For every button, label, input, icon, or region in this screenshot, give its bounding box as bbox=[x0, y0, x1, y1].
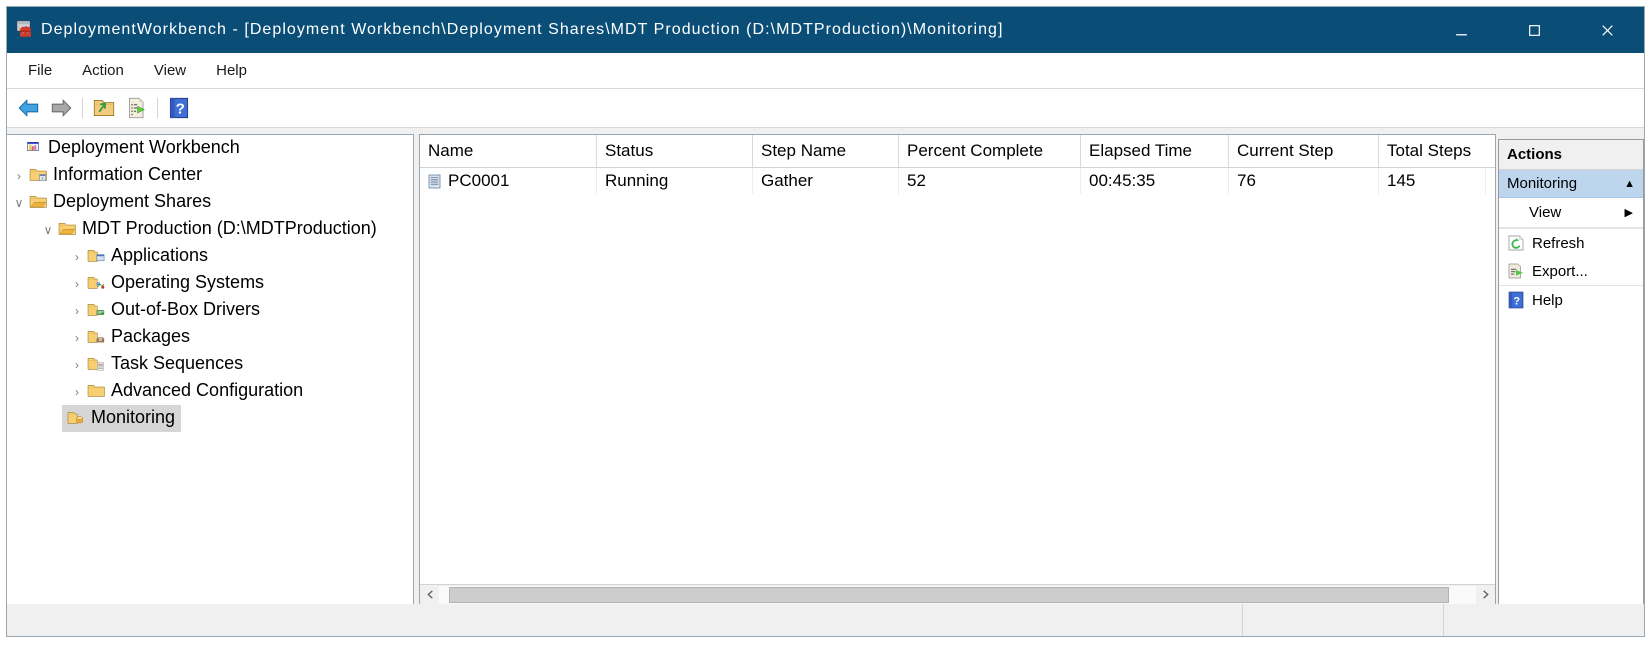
svg-text:i: i bbox=[42, 176, 43, 180]
svg-text:?: ? bbox=[176, 101, 185, 118]
svg-text:?: ? bbox=[1513, 296, 1520, 308]
